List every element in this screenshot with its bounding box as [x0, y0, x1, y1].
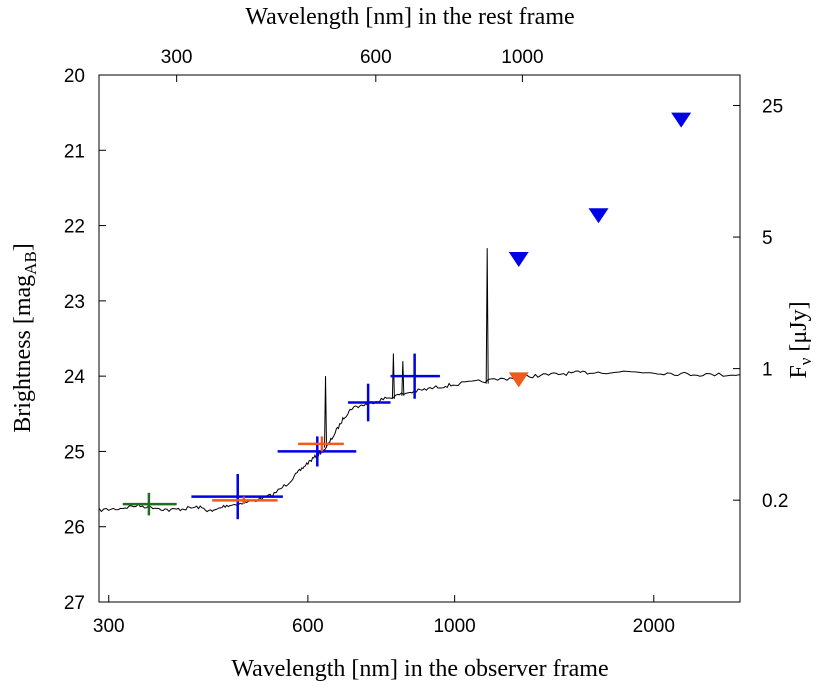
y2-axis-title-sub: ν [796, 357, 815, 365]
axes: 300 600 1000 2000 300 600 1000 20 21 22 23 24 25 26 27… [64, 47, 789, 637]
y2-tick-label-1: 5 [762, 228, 773, 249]
series-4-point-0-upper-limit [508, 372, 529, 388]
x2-tick-label-0: 300 [161, 47, 193, 68]
x-tick-label-1: 600 [292, 616, 324, 637]
y-tick-label-2: 22 [64, 217, 85, 238]
series-3-point-0-upper-limit [508, 251, 529, 267]
y-tick-label-1: 21 [64, 141, 85, 162]
x2-tick-label-2: 1000 [501, 47, 543, 68]
series-3-point-1-upper-limit [588, 208, 609, 224]
y-tick-label-3: 23 [64, 292, 85, 313]
y-tick-label-0: 20 [64, 66, 85, 87]
emission-line-1 [391, 353, 395, 399]
x2-tick-label-1: 600 [360, 47, 392, 68]
y2-tick-label-0: 25 [762, 97, 783, 118]
series-3-point-2-upper-limit [671, 112, 692, 128]
y-tick-label-4: 24 [64, 367, 86, 388]
y2-tick-label-2: 1 [762, 360, 773, 381]
x2-axis-title: Wavelength [nm] in the rest frame [245, 4, 574, 30]
y2-axis-title: Fν [μJy] [786, 301, 815, 378]
y-axis-title-sub: AB [21, 251, 40, 275]
y-axis-title-main: Brightness [mag [10, 275, 36, 433]
data-points [122, 112, 692, 520]
y-axis-title-end: ] [10, 243, 36, 251]
x-tick-label-3: 2000 [633, 616, 675, 637]
x-tick-label-0: 300 [93, 616, 125, 637]
y2-axis-title-main: F [786, 365, 812, 378]
y-tick-label-6: 26 [64, 518, 85, 539]
emission-line-2 [401, 361, 405, 396]
model-spectrum [98, 248, 741, 513]
y-tick-label-5: 25 [64, 442, 85, 463]
x-axis-title: Wavelength [nm] in the observer frame [231, 656, 608, 682]
y2-axis-title-end: [μJy] [786, 301, 812, 357]
emission-line-0 [324, 376, 328, 448]
model-spectrum-line [98, 370, 741, 513]
x-tick-label-2: 1000 [433, 616, 475, 637]
y2-tick-label-3: 0.2 [762, 491, 788, 512]
y-tick-label-7: 27 [64, 593, 85, 614]
y-axis-title: Brightness [magAB] [10, 243, 40, 433]
emission-line-3 [485, 248, 489, 384]
plot-frame [98, 74, 741, 603]
